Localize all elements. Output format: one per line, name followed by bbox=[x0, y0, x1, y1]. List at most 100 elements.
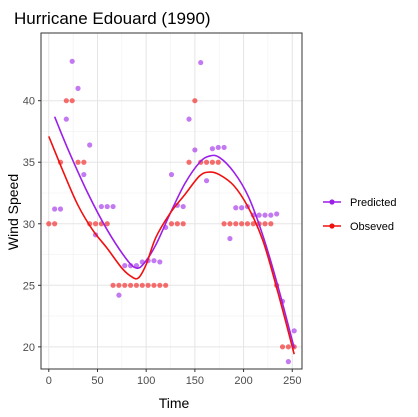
data-point-predicted bbox=[81, 171, 87, 178]
data-point-obseved bbox=[180, 221, 186, 227]
series-obseved bbox=[46, 98, 297, 350]
data-point-predicted bbox=[87, 142, 93, 148]
data-point-predicted bbox=[174, 202, 180, 208]
data-point-predicted bbox=[98, 203, 104, 210]
x-tick-label: 0 bbox=[46, 375, 52, 387]
data-point-obseved bbox=[110, 282, 116, 288]
axes: 0 50 100 150 200 250 20 25 30 35 40 bbox=[23, 96, 302, 387]
y-tick-label: 20 bbox=[23, 342, 35, 354]
data-point-predicted bbox=[262, 212, 268, 218]
data-point-obseved bbox=[122, 282, 128, 288]
data-point-obseved bbox=[244, 221, 251, 227]
data-point-obseved bbox=[203, 159, 210, 165]
data-point-obseved bbox=[268, 221, 274, 227]
data-point-predicted bbox=[122, 263, 128, 269]
data-point-obseved bbox=[52, 221, 58, 227]
data-point-obseved bbox=[262, 221, 268, 227]
data-point-predicted bbox=[57, 206, 64, 212]
data-point-obseved bbox=[46, 221, 52, 227]
data-point-obseved bbox=[104, 221, 110, 227]
panel-border bbox=[40, 32, 303, 370]
data-layer bbox=[46, 58, 297, 365]
data-point-obseved bbox=[227, 221, 233, 227]
data-point-obseved bbox=[133, 282, 140, 288]
x-tick-label: 150 bbox=[186, 375, 204, 387]
data-point-obseved bbox=[63, 98, 69, 104]
x-tick-label: 50 bbox=[91, 375, 103, 387]
legend-label: Obseved bbox=[350, 221, 394, 233]
y-tick-label: 30 bbox=[23, 219, 35, 231]
data-point-predicted bbox=[209, 146, 216, 152]
data-point-obseved bbox=[233, 221, 239, 227]
data-point-obseved bbox=[151, 282, 157, 288]
data-point-obseved bbox=[209, 159, 216, 165]
data-point-predicted bbox=[180, 203, 186, 210]
data-point-predicted bbox=[233, 205, 239, 211]
data-point-obseved bbox=[145, 282, 151, 288]
data-point-predicted bbox=[291, 328, 297, 334]
y-tick-label: 40 bbox=[23, 96, 35, 108]
data-point-predicted bbox=[104, 203, 110, 210]
data-point-predicted bbox=[110, 203, 116, 210]
x-tick-label: 250 bbox=[283, 375, 301, 387]
data-point-obseved bbox=[168, 221, 175, 227]
data-point-obseved bbox=[215, 159, 221, 165]
data-point-predicted bbox=[52, 206, 58, 212]
data-point-obseved bbox=[75, 159, 81, 165]
data-point-predicted bbox=[75, 85, 81, 91]
data-point-obseved bbox=[221, 221, 227, 227]
data-point-predicted bbox=[69, 58, 75, 64]
data-point-predicted bbox=[285, 359, 291, 365]
data-point-predicted bbox=[215, 144, 221, 151]
data-point-obseved bbox=[163, 282, 169, 288]
data-point-obseved bbox=[285, 344, 291, 350]
y-tick-label: 25 bbox=[23, 280, 35, 292]
data-point-obseved bbox=[279, 344, 286, 350]
y-tick-label: 35 bbox=[23, 157, 35, 169]
data-point-predicted bbox=[268, 212, 274, 218]
data-point-predicted bbox=[221, 144, 227, 151]
x-tick-label: 100 bbox=[137, 375, 155, 387]
data-point-obseved bbox=[81, 159, 87, 165]
x-axis-title: Time bbox=[159, 395, 190, 411]
legend-item-obseved: Obseved bbox=[323, 221, 394, 233]
data-point-obseved bbox=[127, 282, 134, 288]
data-point-predicted bbox=[63, 116, 69, 122]
data-point-predicted bbox=[192, 147, 198, 153]
data-point-obseved bbox=[69, 98, 75, 104]
data-point-obseved bbox=[174, 221, 180, 227]
trend-line-predicted bbox=[53, 116, 295, 349]
legend-key-point bbox=[329, 199, 335, 205]
grid bbox=[41, 33, 302, 369]
legend: Predicted Obseved bbox=[323, 197, 396, 233]
data-point-predicted bbox=[203, 178, 210, 184]
data-point-predicted bbox=[198, 59, 204, 66]
chart-title: Hurricane Edouard (1990) bbox=[14, 9, 211, 28]
legend-label: Predicted bbox=[350, 197, 396, 209]
data-point-predicted bbox=[274, 211, 280, 217]
data-point-predicted bbox=[227, 235, 233, 242]
data-point-obseved bbox=[116, 282, 122, 288]
series-predicted bbox=[52, 58, 297, 365]
legend-key-point bbox=[329, 223, 335, 229]
data-point-predicted bbox=[256, 212, 262, 218]
x-tick-label: 200 bbox=[234, 375, 252, 387]
data-point-predicted bbox=[116, 292, 122, 298]
data-point-obseved bbox=[139, 282, 145, 288]
data-point-predicted bbox=[239, 205, 245, 211]
y-axis-title: Wind Speed bbox=[5, 174, 21, 250]
data-point-obseved bbox=[92, 221, 99, 227]
data-point-predicted bbox=[157, 259, 163, 265]
data-point-predicted bbox=[151, 258, 157, 264]
data-point-predicted bbox=[168, 171, 175, 178]
data-point-obseved bbox=[192, 98, 198, 104]
data-point-obseved bbox=[186, 159, 192, 165]
trend-line-obseved bbox=[48, 136, 295, 355]
data-point-obseved bbox=[239, 221, 245, 227]
legend-item-predicted: Predicted bbox=[323, 197, 396, 209]
data-point-predicted bbox=[186, 116, 192, 122]
data-point-obseved bbox=[157, 282, 163, 288]
data-point-obseved bbox=[250, 221, 256, 227]
